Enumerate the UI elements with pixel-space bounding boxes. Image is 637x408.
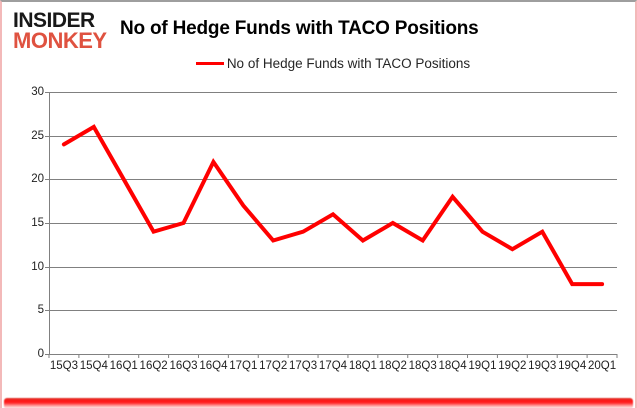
insider-monkey-logo: INSIDER MONKEY [13,9,107,53]
legend-label: No of Hedge Funds with TACO Positions [226,56,471,71]
page-title: No of Hedge Funds with TACO Positions [120,18,479,39]
logo-line-monkey: MONKEY [13,28,107,53]
logo-line-insider: INSIDER [13,9,95,32]
legend: No of Hedge Funds with TACO Positions [49,56,617,71]
legend-line-swatch [195,62,224,65]
trend-line [61,124,605,287]
bottom-red-glow [4,398,633,408]
